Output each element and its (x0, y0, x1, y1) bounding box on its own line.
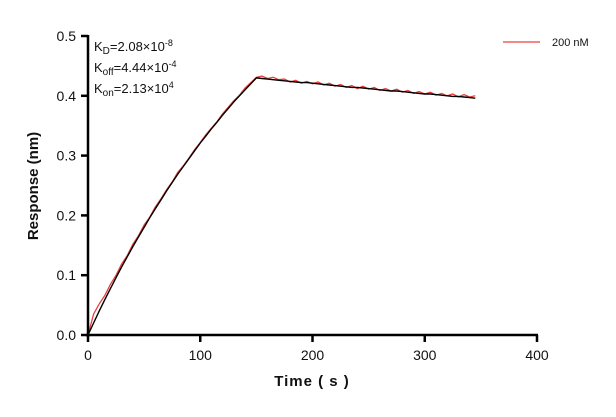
y-tick-label: 0.5 (57, 28, 77, 44)
x-tick-label: 100 (189, 347, 213, 363)
fit-curve-line (87, 77, 476, 336)
kd-annotation: KD=2.08×10-8 (94, 38, 173, 57)
koff-label: K (94, 60, 103, 75)
koff-value: =4.44×10 (114, 60, 169, 75)
y-axis-label: Response (nm) (25, 132, 42, 240)
koff-sub: off (103, 67, 114, 78)
kon-sub: on (103, 88, 114, 99)
x-tick-label: 300 (413, 347, 437, 363)
kd-sub: D (103, 46, 110, 57)
kd-label: K (94, 39, 103, 54)
y-tick-label: 0.4 (57, 88, 77, 104)
x-axis-label: Time ( s ) (274, 373, 350, 390)
x-tick-label: 400 (525, 347, 549, 363)
koff-annotation: Koff=4.44×10-4 (94, 59, 177, 78)
kd-value: =2.08×10 (110, 39, 165, 54)
legend-label-200nm: 200 nM (552, 37, 589, 49)
y-tick-label: 0.2 (57, 207, 77, 223)
series-200nm-line (87, 75, 476, 336)
kon-label: K (94, 81, 103, 96)
kon-exp: 4 (169, 80, 174, 90)
koff-exp: -4 (169, 59, 177, 69)
y-tick-label: 0.3 (57, 148, 77, 164)
kd-exp: -8 (165, 38, 173, 48)
y-tick-label: 0.0 (57, 327, 77, 343)
x-tick-label: 0 (84, 347, 92, 363)
kon-annotation: Kon=2.13×104 (94, 80, 174, 99)
y-tick-label: 0.1 (57, 267, 77, 283)
x-tick-label: 200 (301, 347, 325, 363)
kon-value: =2.13×10 (114, 81, 169, 96)
